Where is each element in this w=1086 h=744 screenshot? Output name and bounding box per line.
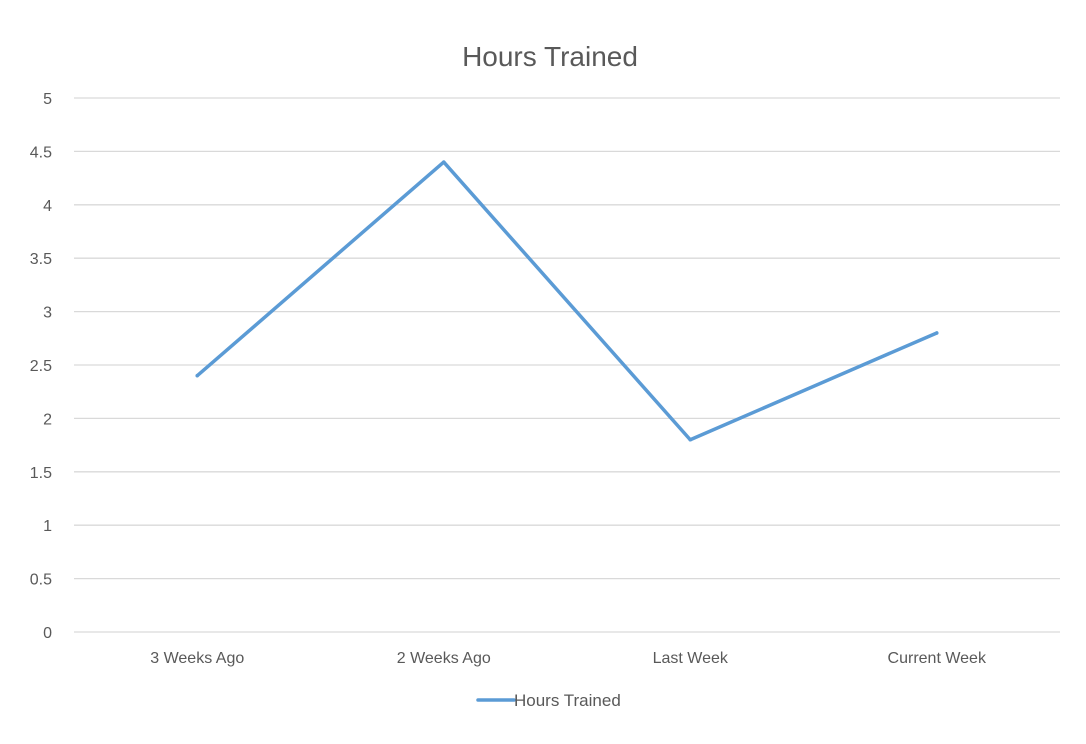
y-tick-label: 0 — [43, 625, 52, 642]
chart-title: Hours Trained — [462, 41, 638, 72]
y-tick-label: 5 — [43, 91, 52, 108]
x-tick-label: Current Week — [888, 650, 987, 667]
y-tick-label: 2 — [43, 411, 52, 428]
data-point — [935, 331, 939, 335]
data-point — [442, 160, 446, 164]
y-tick-label: 3.5 — [30, 251, 52, 268]
y-tick-label: 1 — [43, 518, 52, 535]
x-tick-label: 3 Weeks Ago — [150, 650, 244, 667]
y-tick-label: 4 — [43, 198, 52, 215]
gridlines — [74, 97, 1060, 633]
data-point — [688, 438, 692, 442]
legend-label: Hours Trained — [514, 691, 621, 710]
y-axis-ticks: 0 0.5 1 1.5 2 2.5 3 3.5 4 4.5 5 — [30, 91, 52, 642]
legend: Hours Trained — [476, 691, 621, 710]
y-tick-label: 0.5 — [30, 572, 52, 589]
series-layer — [195, 160, 939, 442]
y-tick-label: 3 — [43, 305, 52, 322]
x-tick-label: Last Week — [653, 650, 729, 667]
data-point — [195, 373, 199, 378]
x-tick-label: 2 Weeks Ago — [397, 650, 491, 667]
series-line — [195, 160, 939, 442]
y-tick-label: 1.5 — [30, 465, 52, 482]
y-tick-label: 2.5 — [30, 358, 52, 375]
y-tick-label: 4.5 — [30, 144, 52, 161]
x-axis-ticks: 3 Weeks Ago 2 Weeks Ago Last Week Current W… — [150, 650, 987, 667]
